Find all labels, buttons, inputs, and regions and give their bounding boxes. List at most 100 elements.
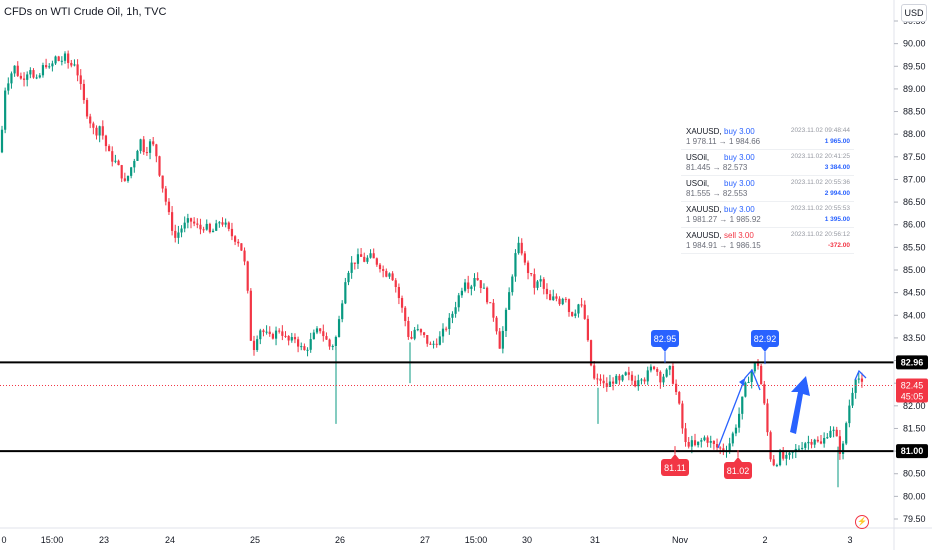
candle-body	[750, 371, 753, 383]
x-tick-label: 3	[847, 535, 852, 545]
candle-body	[807, 441, 810, 444]
callout-pointer	[734, 457, 742, 462]
y-tick-label: 89.00	[903, 84, 926, 94]
candle-body	[45, 65, 48, 68]
candle-body	[211, 230, 215, 233]
candle-body	[656, 368, 659, 372]
candle-body	[16, 65, 19, 76]
candle-body	[366, 257, 369, 262]
x-tick-label: 23	[99, 535, 109, 545]
candle-body	[615, 375, 618, 384]
candle-body	[816, 439, 819, 442]
candle-body	[281, 331, 284, 336]
candle-body	[700, 440, 703, 442]
callout-box	[651, 330, 679, 347]
candle-body	[322, 331, 325, 337]
candle-body	[142, 139, 145, 153]
candle-body	[126, 175, 130, 181]
candle-body	[555, 296, 558, 299]
candle-body	[297, 339, 300, 347]
candle-body	[826, 437, 829, 439]
y-tick-label: 88.50	[903, 107, 926, 117]
price-callouts: 82.95 82.92 81.11 81.02	[651, 330, 779, 479]
trade-action: buy 3.00	[724, 179, 755, 188]
candle-body	[731, 433, 734, 444]
candles-group	[0, 50, 864, 488]
candle-body	[741, 396, 744, 414]
candle-body	[171, 212, 174, 231]
candle-body	[315, 328, 319, 333]
candle-body	[473, 278, 476, 287]
candle-body	[41, 65, 45, 76]
candle-body	[215, 223, 218, 231]
trade-time: 2023.11.02 20:55:36	[790, 179, 850, 186]
candle-body	[593, 365, 596, 379]
trade-prices: 1 984.91 → 1 986.15	[686, 241, 761, 250]
candle-body	[678, 392, 681, 404]
candle-body	[404, 307, 407, 321]
y-tick-label: 81.50	[903, 423, 926, 433]
candle-body	[504, 309, 508, 331]
candle-body	[382, 269, 385, 271]
candle-body	[328, 339, 331, 347]
trade-row[interactable]: USOil, buy 3.00 2023.11.02 20:55:36 81.5…	[681, 176, 854, 202]
candle-body	[419, 329, 423, 333]
candle-body	[7, 83, 10, 91]
candle-body	[76, 64, 79, 76]
candle-body	[344, 282, 347, 304]
candle-body	[227, 222, 230, 229]
candle-body	[671, 365, 675, 384]
candle-body	[48, 66, 51, 68]
lightning-icon[interactable]: ⚡	[855, 515, 869, 529]
candle-body	[85, 100, 89, 117]
y-tick-label: 84.00	[903, 310, 926, 320]
candle-body	[845, 423, 848, 444]
currency-button[interactable]: USD	[901, 4, 927, 22]
trade-row[interactable]: XAUUSD, buy 3.00 2023.11.02 20:55:53 1 9…	[681, 202, 854, 228]
candle-body	[643, 379, 646, 382]
y-tick-label: 87.50	[903, 152, 926, 162]
candle-body	[35, 77, 38, 79]
candle-body	[413, 329, 416, 339]
trade-row[interactable]: XAUUSD, sell 3.00 2023.11.02 20:56:12 1 …	[681, 228, 854, 254]
candle-body	[514, 253, 517, 277]
candle-body	[438, 336, 441, 345]
candle-body	[747, 382, 750, 384]
candle-body	[67, 53, 70, 63]
callout-label: 82.92	[754, 334, 777, 344]
candle-body	[763, 384, 766, 404]
candle-body	[158, 156, 161, 176]
candle-body	[256, 339, 259, 351]
candle-body	[772, 459, 775, 466]
candle-body	[284, 335, 287, 337]
trade-row[interactable]: XAUUSD, buy 3.00 2023.11.02 09:48:44 1 9…	[681, 124, 854, 150]
candle-body	[0, 129, 4, 153]
candle-body	[470, 286, 473, 289]
candle-body	[319, 328, 322, 332]
candle-body	[756, 363, 760, 366]
current-price-label: 82.45	[901, 380, 924, 390]
y-tick-label: 88.00	[903, 129, 926, 139]
candle-body	[769, 432, 772, 460]
chart-title: CFDs on WTI Crude Oil, 1h, TVC	[4, 6, 167, 18]
candle-body	[435, 343, 438, 345]
candle-body	[54, 56, 57, 64]
trade-row[interactable]: USOil, buy 3.00 2023.11.02 20:41:25 81.4…	[681, 150, 854, 176]
candle-body	[571, 312, 574, 316]
callout-label: 82.95	[654, 334, 677, 344]
x-tick-label: 30	[522, 535, 532, 545]
candle-body	[38, 75, 41, 78]
y-tick-label: 82.00	[903, 401, 926, 411]
candle-body	[738, 413, 741, 428]
candle-body	[423, 332, 426, 335]
candle-body	[662, 376, 665, 383]
trade-prices: 81.445 → 82.573	[686, 163, 748, 172]
candle-body	[51, 63, 54, 67]
x-tick-label: 2	[762, 535, 767, 545]
candle-body	[791, 451, 794, 453]
trade-symbol: USOil,	[686, 153, 710, 162]
candle-body	[92, 123, 95, 128]
candle-body	[309, 339, 312, 350]
